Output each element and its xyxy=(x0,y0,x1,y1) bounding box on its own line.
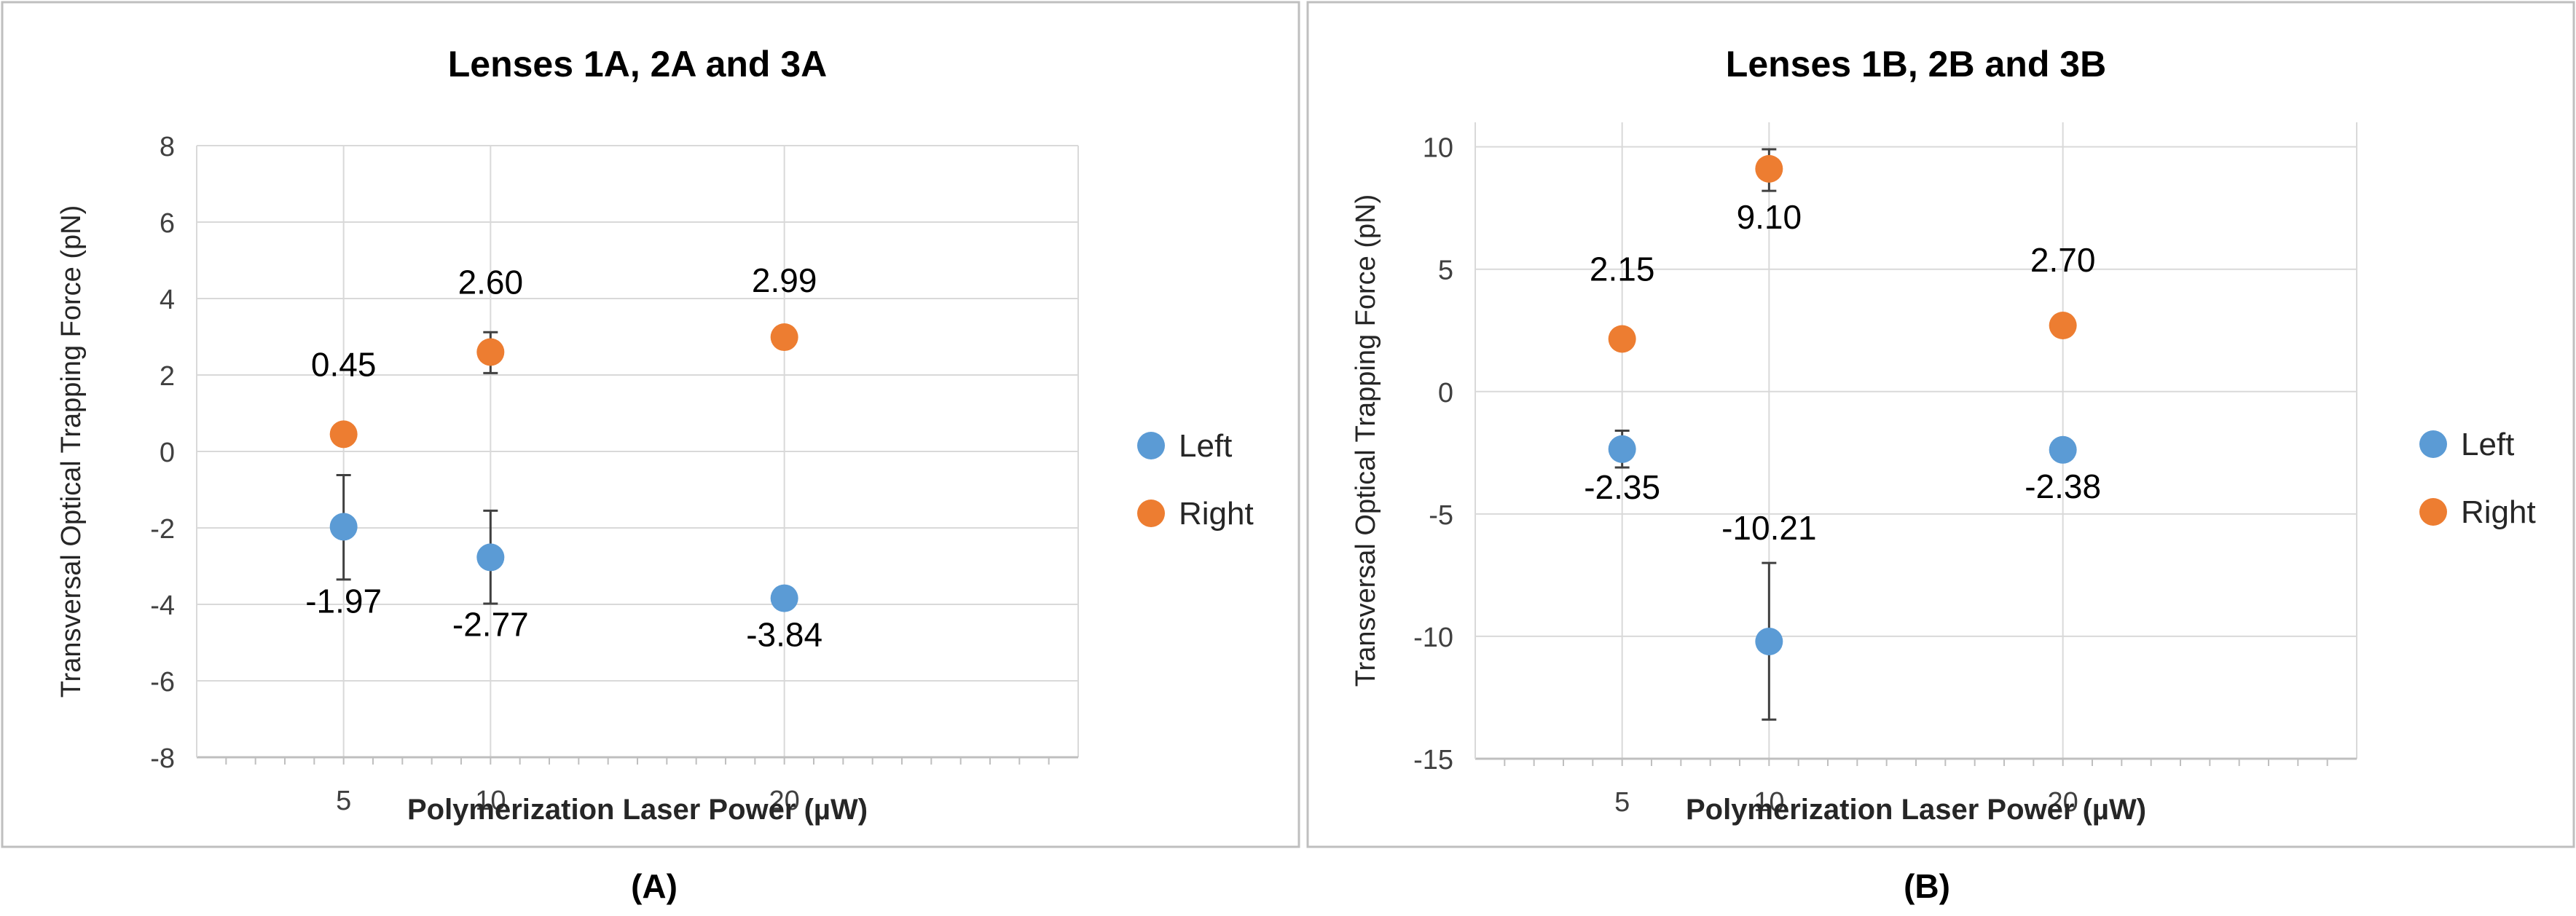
y-tick-label: -6 xyxy=(150,667,175,698)
x-tick-label: 5 xyxy=(1614,787,1630,818)
x-tick-label: 10 xyxy=(1754,787,1784,818)
data-label-left: -3.84 xyxy=(746,616,822,654)
x-tick-label: 20 xyxy=(2048,787,2078,818)
y-tick-label: 4 xyxy=(160,285,175,315)
data-point-right xyxy=(476,338,505,366)
data-point-left xyxy=(2049,435,2077,464)
x-axis-title: Polymerization Laser Power (µW) xyxy=(1686,794,2146,826)
data-point-left xyxy=(329,513,358,541)
y-tick-label: 0 xyxy=(160,438,175,468)
data-point-left xyxy=(1608,435,1636,463)
data-label-right: 2.60 xyxy=(458,264,524,301)
chart-title: Lenses 1B, 2B and 3B xyxy=(1726,44,2106,84)
data-label-right: 2.99 xyxy=(752,261,817,299)
y-tick-label: 5 xyxy=(1438,256,1453,286)
y-tick-label: -5 xyxy=(1429,500,1453,531)
legend-label-right: Right xyxy=(2461,494,2536,530)
data-point-right xyxy=(2049,312,2077,340)
legend-marker-left xyxy=(1137,432,1165,459)
data-point-right xyxy=(770,323,798,352)
y-tick-label: -15 xyxy=(1413,745,1453,775)
data-point-right xyxy=(1755,154,1783,183)
data-point-right xyxy=(329,420,358,449)
data-label-right: 2.70 xyxy=(2030,241,2096,279)
x-tick-label: 10 xyxy=(475,786,506,816)
data-label-left: -2.77 xyxy=(452,605,529,643)
legend-label-left: Left xyxy=(2461,427,2514,462)
chart-title: Lenses 1A, 2A and 3A xyxy=(448,44,828,84)
chart-panel-b: Lenses 1B, 2B and 3B -15 -10 -5 0 5 10 5 10 20Pol… xyxy=(1306,1,2575,905)
x-tick-label: 5 xyxy=(336,786,351,816)
x-tick-label: 20 xyxy=(769,786,800,816)
y-tick-label: 10 xyxy=(1423,133,1453,164)
legend-marker-right xyxy=(1137,500,1165,527)
data-label-left: -2.35 xyxy=(1584,468,1660,506)
data-label-right: 0.45 xyxy=(311,345,377,383)
data-label-right: 2.15 xyxy=(1590,250,1655,288)
legend-label-left: Left xyxy=(1179,428,1232,464)
y-tick-label: -2 xyxy=(150,514,175,545)
legend-label-right: Right xyxy=(1179,496,1254,532)
data-point-right xyxy=(1608,325,1636,353)
data-point-left xyxy=(476,543,505,572)
data-label-left: -10.21 xyxy=(1721,509,1816,547)
y-tick-label: 8 xyxy=(160,132,175,162)
legend-marker-right xyxy=(2419,498,2447,526)
data-point-left xyxy=(1755,627,1783,655)
x-axis-title: Polymerization Laser Power (µW) xyxy=(407,794,868,826)
panel-caption: (B) xyxy=(1904,867,1950,905)
y-tick-label: -10 xyxy=(1413,623,1453,653)
chart-frame xyxy=(1306,1,2575,848)
data-label-left: -1.97 xyxy=(305,582,382,620)
legend-marker-left xyxy=(2419,430,2447,458)
data-point-left xyxy=(770,584,798,612)
data-label-left: -2.38 xyxy=(2025,467,2101,505)
data-label-right: 9.10 xyxy=(1737,198,1802,236)
y-axis-title: Transversal Optical Trapping Force (pN) xyxy=(56,205,87,698)
y-tick-label: -8 xyxy=(150,743,175,774)
y-tick-label: 0 xyxy=(1438,378,1453,408)
chart-panel-a: Lenses 1A, 2A and 3A -8 -6 -4 -2 0 2 4 6 8 5 10 20Po… xyxy=(1,1,1300,905)
y-tick-label: 2 xyxy=(160,361,175,392)
y-tick-label: 6 xyxy=(160,208,175,239)
panel-caption: (A) xyxy=(631,867,678,905)
chart-frame xyxy=(1,1,1300,848)
y-axis-title: Transversal Optical Trapping Force (pN) xyxy=(1351,194,1381,687)
y-tick-label: -4 xyxy=(150,591,175,621)
